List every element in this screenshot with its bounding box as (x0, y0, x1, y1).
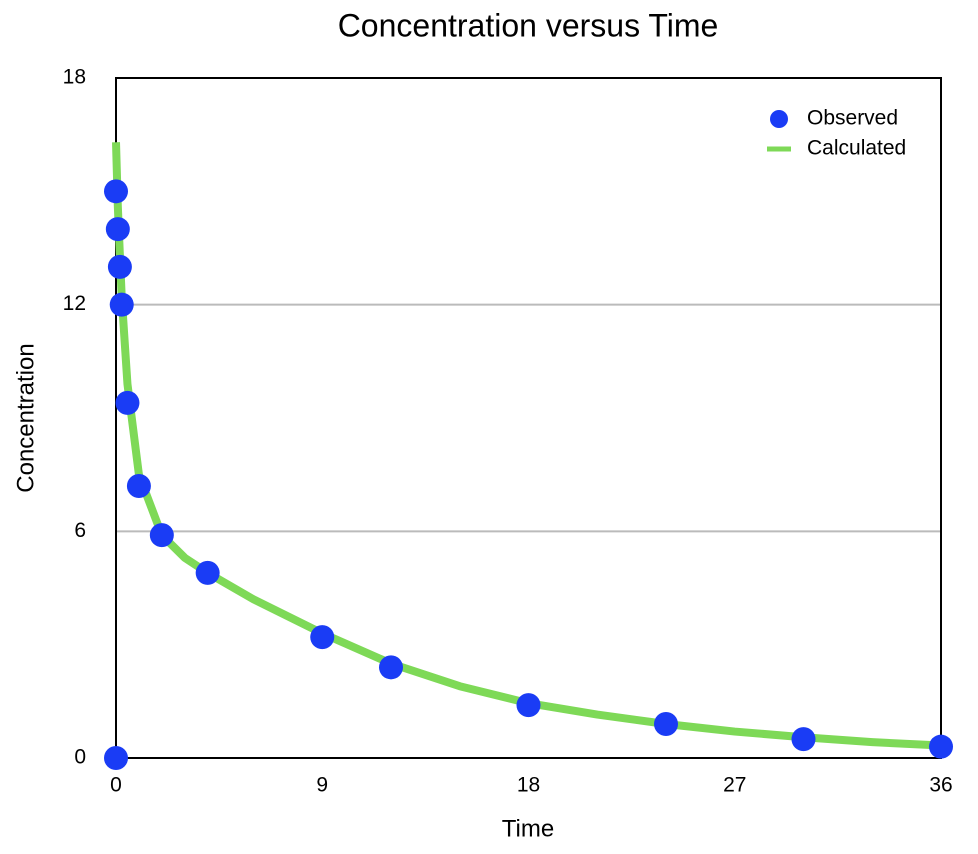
observed-point (149, 523, 174, 548)
x-tick-label: 36 (929, 774, 952, 797)
observed-point (791, 727, 816, 752)
chart-title: Concentration versus Time (338, 7, 719, 43)
y-tick-label: 18 (63, 66, 86, 89)
legend-label: Calculated (807, 137, 906, 160)
y-axis-label: Concentration (12, 343, 39, 492)
x-tick-label: 9 (316, 774, 328, 797)
observed-point (126, 474, 151, 498)
legend-marker (770, 110, 788, 128)
x-tick-label: 18 (517, 774, 540, 797)
legend-label: Observed (807, 107, 898, 130)
observed-point (104, 746, 128, 770)
observed-point (516, 693, 541, 718)
observed-point (107, 254, 132, 279)
y-tick-label: 0 (74, 746, 86, 769)
observed-point (105, 217, 130, 242)
x-tick-label: 0 (110, 774, 122, 797)
y-tick-label: 12 (63, 292, 86, 315)
observed-point (109, 292, 134, 317)
x-tick-label: 27 (723, 774, 746, 797)
observed-point (654, 712, 678, 736)
observed-point (929, 734, 953, 759)
calculated-line (112, 142, 942, 750)
observed-point (104, 179, 128, 204)
plot-frame (115, 77, 942, 759)
x-axis-label: Time (502, 815, 554, 842)
observed-point (310, 625, 335, 650)
y-tick-label: 6 (74, 519, 86, 542)
observed-point (379, 655, 403, 680)
observed-point (115, 390, 140, 415)
observed-point (195, 560, 220, 585)
